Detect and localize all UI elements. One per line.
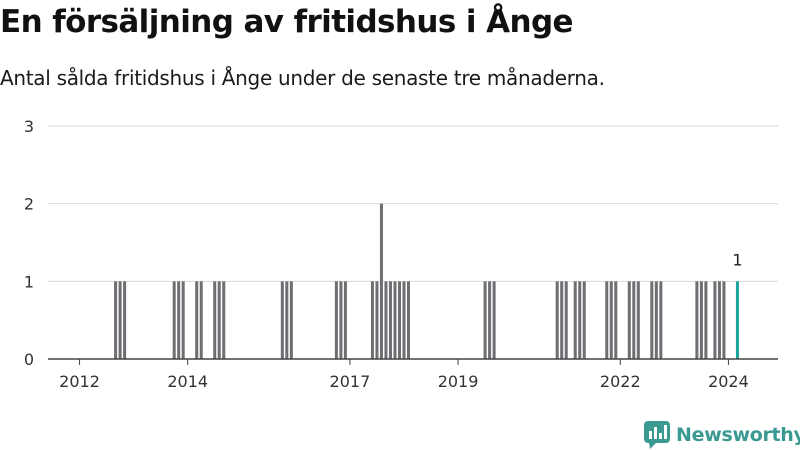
chart-title: En försäljning av fritidshus i Ånge <box>0 4 574 40</box>
chart-subtitle: Antal sålda fritidshus i Ånge under de s… <box>0 66 605 90</box>
bar <box>217 281 221 359</box>
bar <box>393 281 397 359</box>
bar <box>609 281 613 359</box>
bar <box>123 281 127 359</box>
bar <box>717 281 721 359</box>
bar <box>659 281 663 359</box>
bar <box>627 281 631 359</box>
bar <box>343 281 347 359</box>
bar <box>213 281 217 359</box>
bar <box>114 281 118 359</box>
brand-name: Newsworthy <box>676 424 800 446</box>
bar <box>370 281 374 359</box>
bar <box>555 281 559 359</box>
bar <box>492 281 496 359</box>
bar <box>177 281 181 359</box>
bar <box>334 281 338 359</box>
bar <box>605 281 609 359</box>
bar <box>339 281 343 359</box>
bar <box>199 281 203 359</box>
x-tick-label: 2014 <box>167 372 208 391</box>
bar <box>375 281 379 359</box>
bar <box>654 281 658 359</box>
bar <box>384 281 388 359</box>
bar <box>560 281 564 359</box>
y-tick-label: 0 <box>24 350 34 369</box>
bar <box>704 281 708 359</box>
bar <box>614 281 618 359</box>
x-tick-label: 2022 <box>600 372 641 391</box>
brand-logo: Newsworthy <box>644 420 800 450</box>
bar <box>722 281 726 359</box>
bar <box>636 281 640 359</box>
bar <box>650 281 654 359</box>
x-tick-label: 2017 <box>330 372 371 391</box>
bar <box>582 281 586 359</box>
bar <box>713 281 717 359</box>
bar <box>289 281 293 359</box>
bar <box>402 281 406 359</box>
bar <box>379 203 383 359</box>
bar <box>695 281 699 359</box>
data-label: 1 <box>732 250 742 269</box>
x-tick-label: 2019 <box>438 372 479 391</box>
y-tick-label: 2 <box>24 195 34 214</box>
bar <box>699 281 703 359</box>
bar <box>222 281 226 359</box>
x-tick-label: 2012 <box>59 372 100 391</box>
bar <box>578 281 582 359</box>
bar <box>195 281 199 359</box>
bar <box>388 281 392 359</box>
bar <box>397 281 401 359</box>
bar <box>181 281 185 359</box>
bar <box>632 281 636 359</box>
x-tick-label: 2024 <box>708 372 749 391</box>
bar <box>483 281 487 359</box>
bar <box>488 281 492 359</box>
bar <box>406 281 410 359</box>
y-tick-label: 3 <box>24 117 34 136</box>
highlighted-bar <box>735 281 739 359</box>
bar-chart: 0 1 2 3 1 2012 2014 2017 2019 2022 2024 <box>24 117 778 391</box>
bar-chart-speech-bubble-icon <box>644 421 670 449</box>
y-tick-label: 1 <box>24 272 34 291</box>
bar <box>285 281 289 359</box>
bar <box>172 281 176 359</box>
bar <box>564 281 568 359</box>
bar <box>118 281 122 359</box>
bar <box>280 281 284 359</box>
bar <box>573 281 577 359</box>
